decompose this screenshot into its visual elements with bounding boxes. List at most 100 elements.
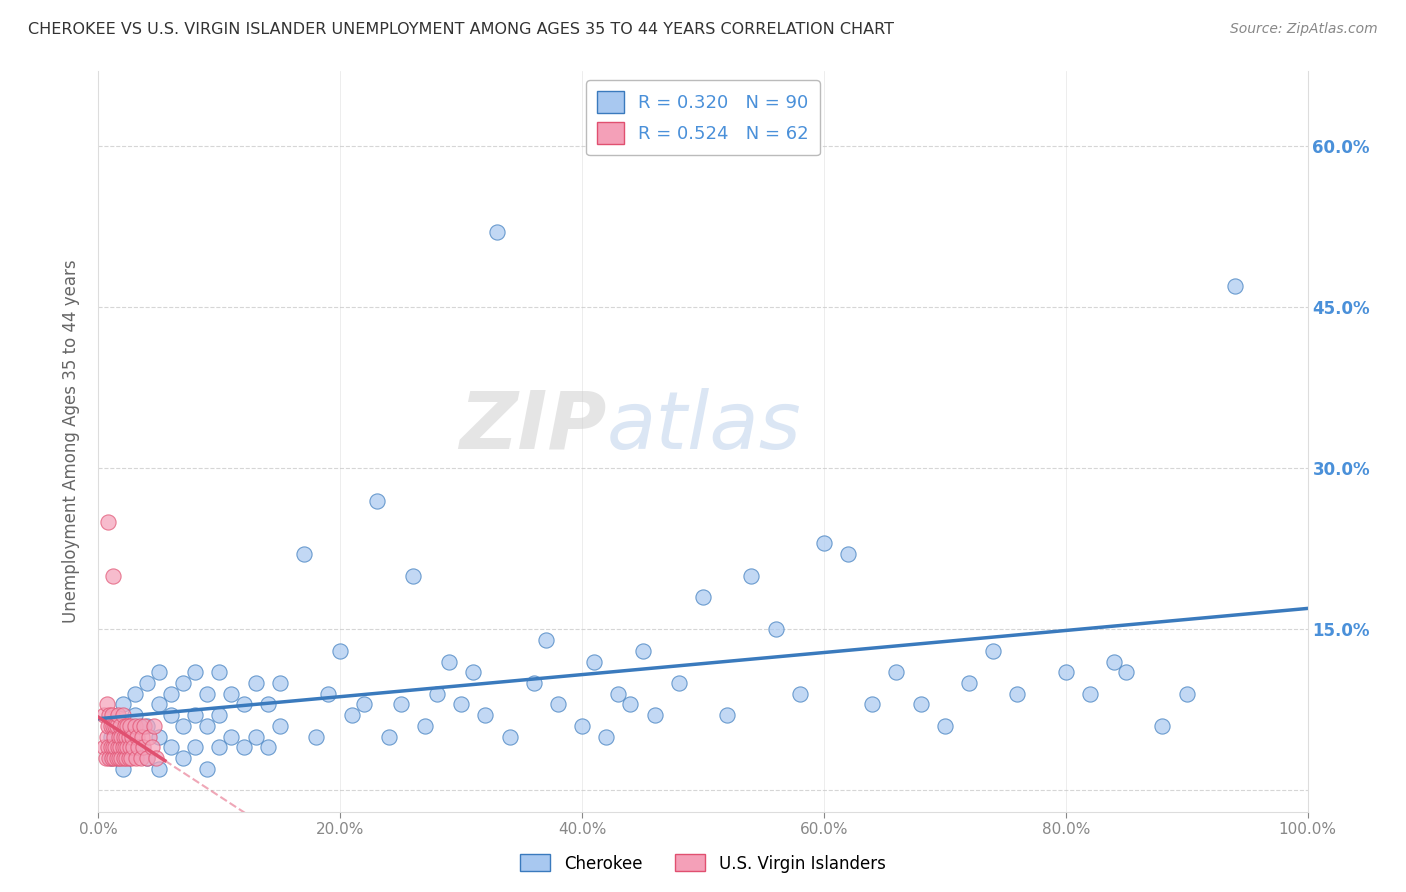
Point: [101, 568, 124, 582]
Point: [100, 719, 122, 733]
Point: [118, 740, 141, 755]
Point: [860, 698, 883, 712]
Point: [886, 665, 908, 680]
Point: [305, 730, 328, 744]
Legend: Cherokee, U.S. Virgin Islanders: Cherokee, U.S. Virgin Islanders: [513, 847, 893, 880]
Point: [160, 740, 183, 755]
Point: [692, 590, 714, 604]
Point: [138, 730, 160, 744]
Point: [329, 644, 352, 658]
Point: [316, 687, 339, 701]
Point: [437, 655, 460, 669]
Point: [101, 719, 124, 733]
Point: [131, 730, 153, 744]
Point: [103, 730, 125, 744]
Point: [108, 740, 131, 755]
Point: [631, 644, 654, 658]
Point: [104, 719, 127, 733]
Text: ZIP: ZIP: [458, 388, 606, 466]
Point: [184, 708, 207, 723]
Point: [450, 698, 472, 712]
Point: [148, 730, 170, 744]
Point: [115, 751, 138, 765]
Point: [135, 751, 157, 765]
Point: [105, 719, 128, 733]
Point: [765, 623, 787, 637]
Point: [583, 655, 606, 669]
Point: [595, 730, 617, 744]
Point: [141, 740, 163, 755]
Point: [195, 762, 218, 776]
Point: [124, 719, 146, 733]
Point: [413, 719, 436, 733]
Point: [619, 698, 641, 712]
Point: [112, 730, 135, 744]
Point: [105, 751, 128, 765]
Point: [97, 719, 120, 733]
Point: [124, 708, 146, 723]
Point: [107, 708, 129, 723]
Point: [135, 719, 157, 733]
Point: [125, 751, 148, 765]
Point: [135, 676, 157, 690]
Point: [245, 730, 267, 744]
Point: [195, 719, 218, 733]
Point: [1007, 687, 1029, 701]
Point: [789, 687, 811, 701]
Point: [148, 665, 170, 680]
Point: [110, 730, 132, 744]
Point: [100, 708, 122, 723]
Point: [353, 698, 375, 712]
Point: [245, 676, 267, 690]
Point: [118, 719, 141, 733]
Point: [97, 515, 120, 529]
Y-axis label: Unemployment Among Ages 35 to 44 years: Unemployment Among Ages 35 to 44 years: [62, 260, 80, 624]
Point: [269, 719, 291, 733]
Point: [1102, 655, 1125, 669]
Point: [208, 665, 231, 680]
Point: [474, 708, 496, 723]
Point: [644, 708, 666, 723]
Point: [1054, 665, 1077, 680]
Point: [377, 730, 399, 744]
Point: [389, 698, 412, 712]
Point: [1175, 687, 1198, 701]
Point: [1223, 279, 1246, 293]
Point: [184, 740, 207, 755]
Point: [103, 751, 125, 765]
Point: [117, 740, 139, 755]
Point: [232, 740, 254, 755]
Point: [111, 698, 134, 712]
Point: [160, 708, 183, 723]
Point: [813, 536, 835, 550]
Point: [110, 751, 132, 765]
Point: [534, 633, 557, 648]
Point: [127, 730, 149, 744]
Point: [837, 547, 859, 561]
Point: [96, 698, 118, 712]
Point: [571, 719, 593, 733]
Point: [124, 740, 146, 755]
Point: [129, 751, 152, 765]
Point: [121, 730, 143, 744]
Point: [208, 708, 231, 723]
Point: [910, 698, 932, 712]
Point: [366, 493, 388, 508]
Point: [111, 719, 134, 733]
Point: [184, 665, 207, 680]
Point: [97, 740, 120, 755]
Text: CHEROKEE VS U.S. VIRGIN ISLANDER UNEMPLOYMENT AMONG AGES 35 TO 44 YEARS CORRELAT: CHEROKEE VS U.S. VIRGIN ISLANDER UNEMPLO…: [28, 22, 894, 37]
Point: [981, 644, 1004, 658]
Point: [934, 719, 956, 733]
Point: [1078, 687, 1101, 701]
Point: [208, 740, 231, 755]
Point: [221, 687, 243, 701]
Point: [292, 547, 315, 561]
Point: [232, 698, 254, 712]
Point: [547, 698, 569, 712]
Point: [104, 740, 127, 755]
Point: [1152, 719, 1174, 733]
Point: [93, 708, 115, 723]
Point: [221, 730, 243, 744]
Point: [148, 762, 170, 776]
